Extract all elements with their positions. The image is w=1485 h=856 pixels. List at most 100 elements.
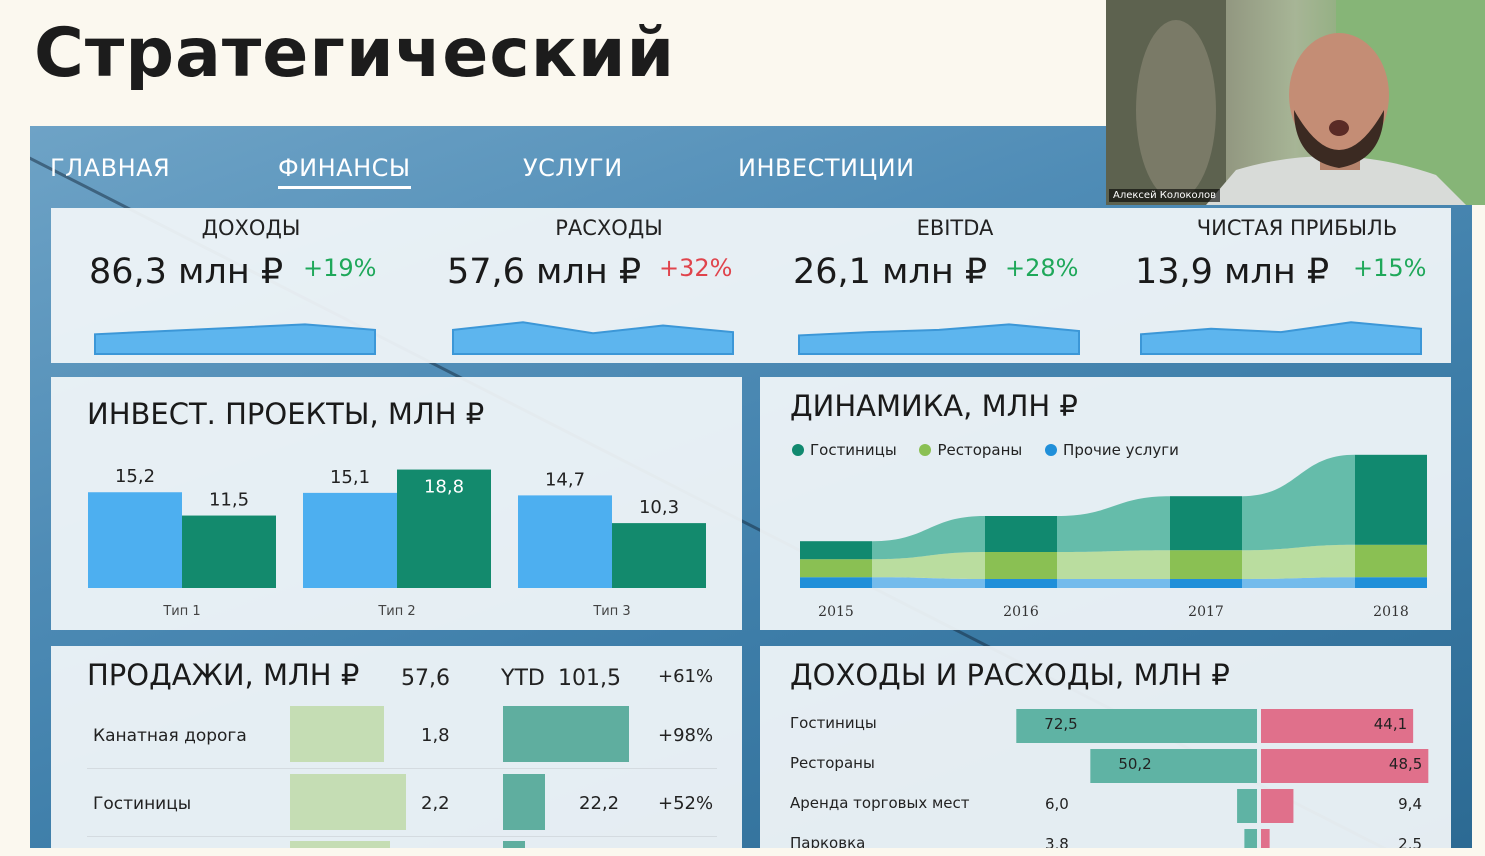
invest-bar-label: 14,7 [545, 469, 585, 490]
expense-value: 2,5 [1398, 835, 1422, 848]
legend-swatch [792, 444, 804, 456]
sales-row-value: 2,2 [421, 793, 450, 814]
dynamics-bar-segment [800, 559, 872, 578]
kpi-expense: РАСХОДЫ 57,6 млн ₽ +32% [439, 208, 779, 358]
sparkline-area [1140, 321, 1422, 355]
kpi-change: +15% [1353, 254, 1427, 282]
legend-label: Прочие услуги [1063, 441, 1179, 459]
dynamics-bar-segment [1170, 579, 1242, 588]
sales-total: 57,6 [401, 666, 450, 691]
legend-label: Гостиницы [810, 441, 897, 459]
kpi-label: РАСХОДЫ [555, 216, 663, 240]
sales-ytd-bar [503, 706, 629, 762]
expense-bar [1261, 749, 1429, 783]
presenter-name: Алексей Колоколов [1109, 189, 1221, 202]
expense-bar [1261, 829, 1270, 848]
expense-bar [1261, 789, 1294, 823]
dynamics-bar-segment [800, 541, 872, 560]
dynamics-year-label: 2015 [818, 604, 854, 620]
invest-panel: ИНВЕСТ. ПРОЕКТЫ, МЛН ₽ 15,2 11,5 Тип 1 15,1… [51, 377, 742, 630]
ie-row-label: Гостиницы [790, 714, 877, 732]
dynamics-ribbon [872, 552, 985, 579]
invest-bar [182, 515, 276, 588]
dashboard: ГЛАВНАЯ ФИНАНСЫ УСЛУГИ ИНВЕСТИЦИИ ДОХОДЫ… [30, 126, 1472, 848]
dynamics-year-label: 2016 [1003, 604, 1039, 620]
row-divider [87, 836, 717, 837]
dynamics-bar-segment [985, 552, 1057, 579]
dynamics-ribbon [1057, 579, 1170, 588]
dashboard-nav: ГЛАВНАЯ ФИНАНСЫ УСЛУГИ ИНВЕСТИЦИИ [30, 126, 1472, 206]
kpi-net-profit: ЧИСТАЯ ПРИБЫЛЬ 13,9 млн ₽ +15% [1127, 208, 1467, 358]
sales-bar [290, 841, 390, 848]
sales-row-change: +98% [658, 725, 714, 746]
tab-services[interactable]: УСЛУГИ [523, 154, 623, 182]
kpi-change: +19% [303, 254, 377, 282]
dynamics-ribbon [872, 577, 985, 588]
dynamics-title: ДИНАМИКА, МЛН ₽ [790, 389, 1078, 423]
tab-finance[interactable]: ФИНАНСЫ [278, 154, 411, 189]
presenter-video [1106, 0, 1485, 205]
legend-item: Прочие услуги [1045, 441, 1179, 459]
sales-row-change: +52% [658, 793, 714, 814]
kpi-value: 26,1 млн ₽ [793, 252, 988, 292]
sales-row-label: Канатная дорога [93, 726, 247, 746]
kpi-sparkline [452, 321, 734, 355]
invest-bar-label: 11,5 [209, 490, 249, 511]
expense-bar [1261, 709, 1414, 743]
dynamics-ribbon [1242, 577, 1355, 588]
dynamics-year-label: 2017 [1188, 604, 1224, 620]
income-expense-panel: ДОХОДЫ И РАСХОДЫ, МЛН ₽ Гостиницы 72,5 44,… [760, 646, 1451, 848]
invest-bar [397, 469, 491, 588]
invest-category-label: Тип 2 [377, 604, 415, 619]
expense-value: 9,4 [1398, 795, 1422, 813]
dynamics-legend: Гостиницы Рестораны Прочие услуги [792, 441, 1197, 459]
dynamics-chart: 2015 2016 2017 2018 [800, 454, 1427, 620]
invest-bar [612, 523, 706, 588]
kpi-ebitda: EBITDA 26,1 млн ₽ +28% [785, 208, 1125, 358]
kpi-label: ДОХОДЫ [201, 216, 301, 240]
tab-investments[interactable]: ИНВЕСТИЦИИ [738, 154, 915, 182]
invest-bar-label: 10,3 [639, 497, 679, 518]
income-value: 50,2 [1118, 755, 1151, 773]
kpi-change: +32% [659, 254, 733, 282]
dynamics-bar-segment [985, 579, 1057, 588]
webcam-video: Алексей Колоколов [1106, 0, 1485, 205]
income-value: 6,0 [1045, 795, 1069, 813]
income-value: 3,8 [1045, 835, 1069, 848]
sparkline-area [94, 323, 376, 355]
kpi-sparkline [798, 323, 1080, 355]
kpi-value: 86,3 млн ₽ [89, 252, 284, 292]
sales-row-value: 1,8 [421, 725, 450, 746]
dynamics-year-label: 2018 [1373, 604, 1409, 620]
invest-bar [88, 492, 182, 588]
row-divider [87, 768, 717, 769]
sales-ytd-label: YTD [501, 666, 545, 691]
dynamics-bar-segment [1355, 577, 1427, 588]
invest-bar [303, 492, 397, 588]
sales-ytd: 101,5 [558, 666, 621, 691]
dynamics-ribbon [1057, 550, 1170, 579]
dynamics-bar-segment [800, 577, 872, 588]
kpi-value: 13,9 млн ₽ [1135, 252, 1330, 292]
sales-title: ПРОДАЖИ, МЛН ₽ [87, 658, 360, 692]
invest-bar-label: 18,8 [424, 477, 464, 498]
invest-category-label: Тип 3 [592, 604, 630, 619]
dynamics-ribbon [1242, 544, 1355, 579]
sales-bar [290, 706, 384, 762]
invest-title: ИНВЕСТ. ПРОЕКТЫ, МЛН ₽ [87, 397, 485, 431]
income-bar [1016, 709, 1257, 743]
income-bar [1090, 749, 1257, 783]
legend-item: Гостиницы [792, 441, 897, 459]
dynamics-bar-segment [985, 516, 1057, 552]
legend-label: Рестораны [937, 441, 1023, 459]
tab-main[interactable]: ГЛАВНАЯ [50, 154, 171, 182]
kpi-change: +28% [1005, 254, 1079, 282]
dynamics-ribbon [1057, 496, 1170, 552]
sales-row-label: Гостиницы [93, 794, 192, 814]
income-expense-title: ДОХОДЫ И РАСХОДЫ, МЛН ₽ [790, 658, 1230, 692]
invest-bar-label: 15,2 [115, 466, 155, 487]
sparkline-area [452, 321, 734, 355]
kpi-panel: ДОХОДЫ 86,3 млн ₽ +19% РАСХОДЫ 57,6 млн … [51, 208, 1451, 363]
legend-swatch [1045, 444, 1058, 456]
income-bar [1244, 829, 1257, 848]
